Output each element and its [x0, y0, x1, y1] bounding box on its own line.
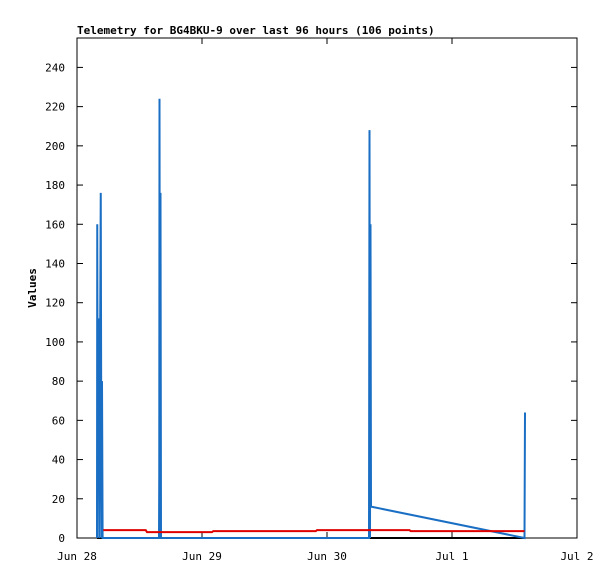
x-tick-label: Jun 30	[307, 550, 347, 563]
x-tick-label: Jun 28	[57, 550, 97, 563]
y-tick-label: 80	[52, 375, 65, 388]
y-tick-label: 220	[45, 101, 65, 114]
y-tick-label: 160	[45, 218, 65, 231]
x-tick-label: Jul 1	[435, 550, 468, 563]
y-tick-label: 40	[52, 454, 65, 467]
y-tick-label: 200	[45, 140, 65, 153]
series-line	[96, 98, 526, 540]
x-tick-label: Jul 2	[560, 550, 593, 563]
y-tick-label: 100	[45, 336, 65, 349]
series-line	[103, 529, 525, 534]
x-tick-label: Jun 29	[182, 550, 222, 563]
y-tick-label: 120	[45, 297, 65, 310]
y-tick-label: 60	[52, 414, 65, 427]
plot-frame	[76, 37, 578, 539]
y-tick-label: 0	[58, 532, 65, 545]
y-tick-label: 240	[45, 61, 65, 74]
y-tick-label: 180	[45, 179, 65, 192]
y-axis-label: Values	[26, 268, 39, 308]
chart-title: Telemetry for BG4BKU-9 over last 96 hour…	[77, 24, 435, 37]
y-tick-label: 140	[45, 257, 65, 270]
y-tick-label: 20	[52, 493, 65, 506]
